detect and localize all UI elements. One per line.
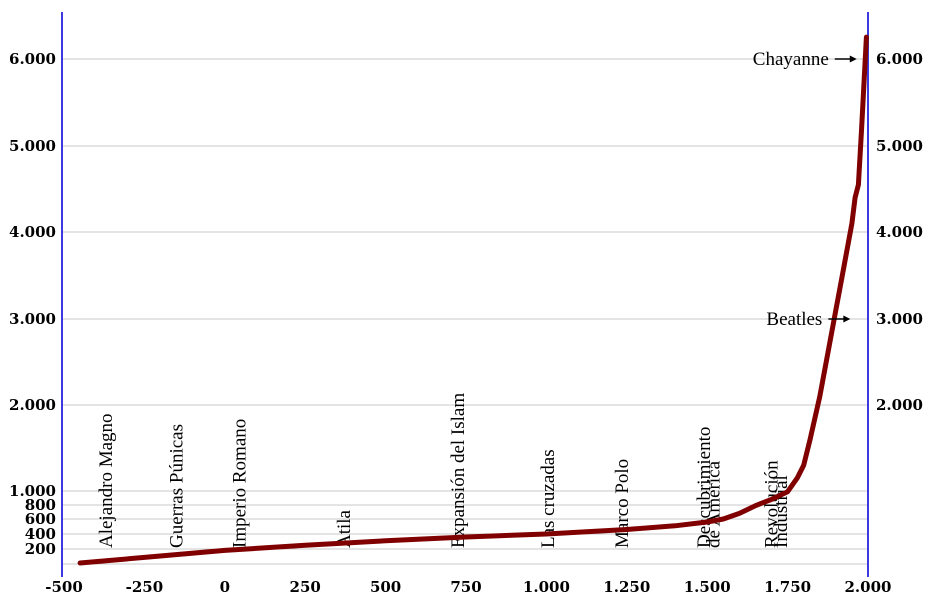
event-label: Expansión del Islam: [448, 393, 469, 548]
left-tick-label: 1.000: [9, 482, 56, 500]
event-label: Marco Polo: [612, 459, 633, 548]
right-tick-label: 6.000: [876, 50, 923, 68]
event-label: Las cruzadas: [538, 449, 559, 548]
right-tick-label: 4.000: [876, 223, 923, 241]
x-tick-label: 1.750: [764, 578, 811, 596]
left-tick-label: 800: [25, 496, 56, 514]
axes: [61, 12, 869, 577]
tick-labels: 2004006008001.0002.0003.0004.0005.0006.0…: [9, 50, 923, 596]
event-label: Atila: [334, 509, 355, 548]
left-tick-label: 6.000: [9, 50, 56, 68]
left-tick-label: 2.000: [9, 396, 56, 414]
left-tick-label: 4.000: [9, 223, 56, 241]
event-label: de América: [704, 460, 725, 548]
callout-arrow-head: [843, 315, 851, 323]
x-tick-label: -250: [126, 578, 164, 596]
right-tick-label: 5.000: [876, 137, 923, 155]
event-label: Imperio Romano: [229, 419, 250, 548]
event-label: Alejandro Magno: [96, 413, 117, 548]
event-label: Descubrimiento: [694, 427, 715, 548]
callout-label: Chayanne: [753, 49, 829, 70]
event-label: Revolución: [762, 460, 783, 548]
callout-label: Beatles: [766, 309, 822, 330]
left-tick-label: 5.000: [9, 137, 56, 155]
x-tick-label: 1.500: [684, 578, 731, 596]
grid-lines: [62, 58, 868, 565]
x-tick-label: 0: [220, 578, 230, 596]
left-tick-label: 3.000: [9, 310, 56, 328]
callouts: Beatles Chayanne: [753, 49, 857, 330]
event-label: Guerras Púnicas: [167, 424, 188, 548]
x-tick-label: 500: [370, 578, 401, 596]
callout-arrow-head: [849, 55, 857, 63]
left-tick-label: 200: [25, 540, 56, 558]
right-tick-label: 3.000: [876, 310, 923, 328]
series: [77, 34, 869, 566]
left-tick-label: 400: [25, 525, 56, 543]
x-tick-label: 750: [450, 578, 481, 596]
x-tick-label: 1.250: [603, 578, 650, 596]
left-tick-label: 600: [25, 510, 56, 528]
right-tick-label: 2.000: [876, 396, 923, 414]
x-tick-label: 1.000: [523, 578, 570, 596]
population-line: [77, 34, 869, 566]
x-tick-label: -500: [45, 578, 83, 596]
x-tick-label: 250: [290, 578, 321, 596]
x-tick-label: 2.000: [845, 578, 892, 596]
